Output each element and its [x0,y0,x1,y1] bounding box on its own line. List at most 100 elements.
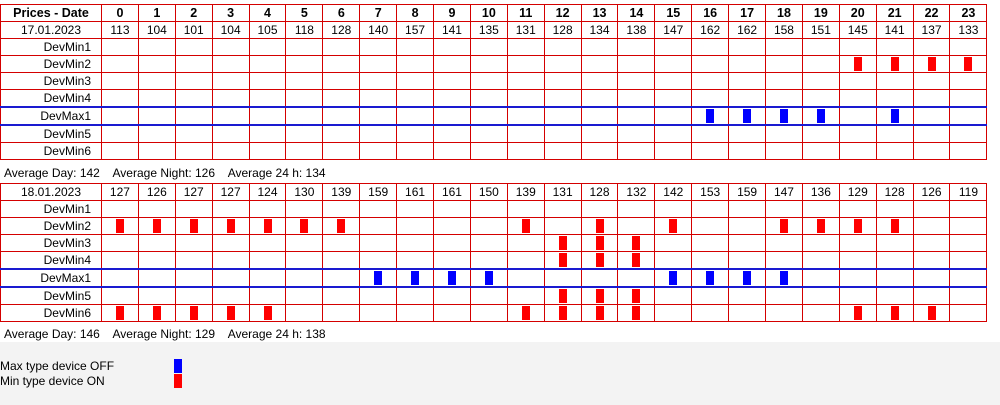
device-on-marker [595,219,604,234]
schedule-cell [801,142,840,160]
hour-header: 2 [174,4,213,22]
schedule-cell [580,200,619,218]
schedule-cell [469,200,508,218]
schedule-cell [469,142,508,160]
schedule-cell [396,268,435,288]
device-on-marker [152,306,161,321]
schedule-cell [211,38,250,56]
schedule-cell [433,55,471,73]
price-cell: 133 [949,21,988,39]
schedule-cell [322,124,361,143]
price-cell: 145 [838,21,877,39]
schedule-cell [838,200,877,218]
schedule-cell [654,200,693,218]
averages-day-1: Average Day: 142 Average Night: 126 Aver… [4,166,336,180]
schedule-cell [728,200,767,218]
average-24h: Average 24 h: 138 [227,327,326,341]
price-cell: 153 [691,183,730,201]
schedule-cell [433,124,471,143]
schedule-cell [912,234,951,252]
hour-header: 1 [137,4,176,22]
schedule-cell [506,251,545,270]
device-label: DevMin4 [0,251,102,270]
price-cell: 101 [174,21,213,39]
schedule-cell [838,89,877,108]
schedule-cell [654,89,693,108]
device-on-marker [521,219,530,234]
schedule-cell [285,217,324,235]
average-day: Average Day: 146 [4,327,100,341]
schedule-cell [101,200,139,218]
hour-header: 12 [543,4,582,22]
schedule-cell [580,124,619,143]
device-off-marker [890,109,899,123]
schedule-cell [912,89,951,108]
device-on-marker [632,253,641,268]
schedule-cell [248,124,287,143]
schedule-cell [285,55,324,73]
schedule-cell [211,124,250,143]
schedule-cell [691,142,730,160]
hour-header: 20 [838,4,877,22]
schedule-cell [691,304,730,322]
schedule-cell [248,286,287,305]
schedule-cell [322,268,361,288]
schedule-cell [765,234,803,252]
schedule-cell [654,286,693,305]
schedule-cell [506,200,545,218]
hour-header: 6 [322,4,361,22]
schedule-cell [617,200,656,218]
device-off-marker [743,109,752,123]
schedule-cell [322,200,361,218]
schedule-cell [322,286,361,305]
hour-header-row: Prices - Date 0 1 2 3 4 5 6 7 8 9 10 11 12 13 14 15 16 17 1… [0,4,988,22]
hour-header: 10 [469,4,508,22]
hour-header: 4 [248,4,287,22]
schedule-cell [580,89,619,108]
device-label: DevMin6 [0,142,102,160]
schedule-cell [617,304,656,322]
schedule-cell [728,268,767,288]
price-cell: 157 [396,21,435,39]
schedule-cell [322,55,361,73]
schedule-cell [765,200,803,218]
device-label: DevMin3 [0,234,102,252]
header-label: Prices - Date [0,4,102,22]
schedule-cell [728,286,767,305]
schedule-cell [691,124,730,143]
schedule-cell [506,142,545,160]
schedule-cell [838,304,877,322]
schedule-cell [396,89,435,108]
device-on-marker [632,236,641,251]
schedule-cell [912,251,951,270]
price-cell: 128 [875,183,914,201]
schedule-cell [949,38,988,56]
price-cell: 118 [285,21,324,39]
schedule-cell [174,251,213,270]
schedule-cell [285,89,324,108]
device-row: DevMin6 [0,304,988,322]
device-label: DevMin4 [0,89,102,108]
schedule-cell [211,304,250,322]
schedule-cell [211,251,250,270]
schedule-cell [137,268,176,288]
schedule-cell [433,38,471,56]
schedule-cell [691,38,730,56]
schedule-cell [174,142,213,160]
schedule-cell [322,251,361,270]
price-table-day-1: Prices - Date 0 1 2 3 4 5 6 7 8 9 10 11 12 13 14 15 16 17 1… [0,4,988,160]
device-off-marker [374,271,383,285]
hour-header: 5 [285,4,324,22]
schedule-cell [137,106,176,126]
schedule-cell [101,217,139,235]
date-label: 17.01.2023 [0,21,102,39]
device-row: DevMin5 [0,286,988,305]
price-cell: 158 [765,21,803,39]
schedule-cell [101,268,139,288]
schedule-cell [949,106,988,126]
schedule-cell [396,38,435,56]
device-on-marker [337,219,346,234]
schedule-cell [248,55,287,73]
device-off-marker [447,271,456,285]
schedule-cell [617,106,656,126]
